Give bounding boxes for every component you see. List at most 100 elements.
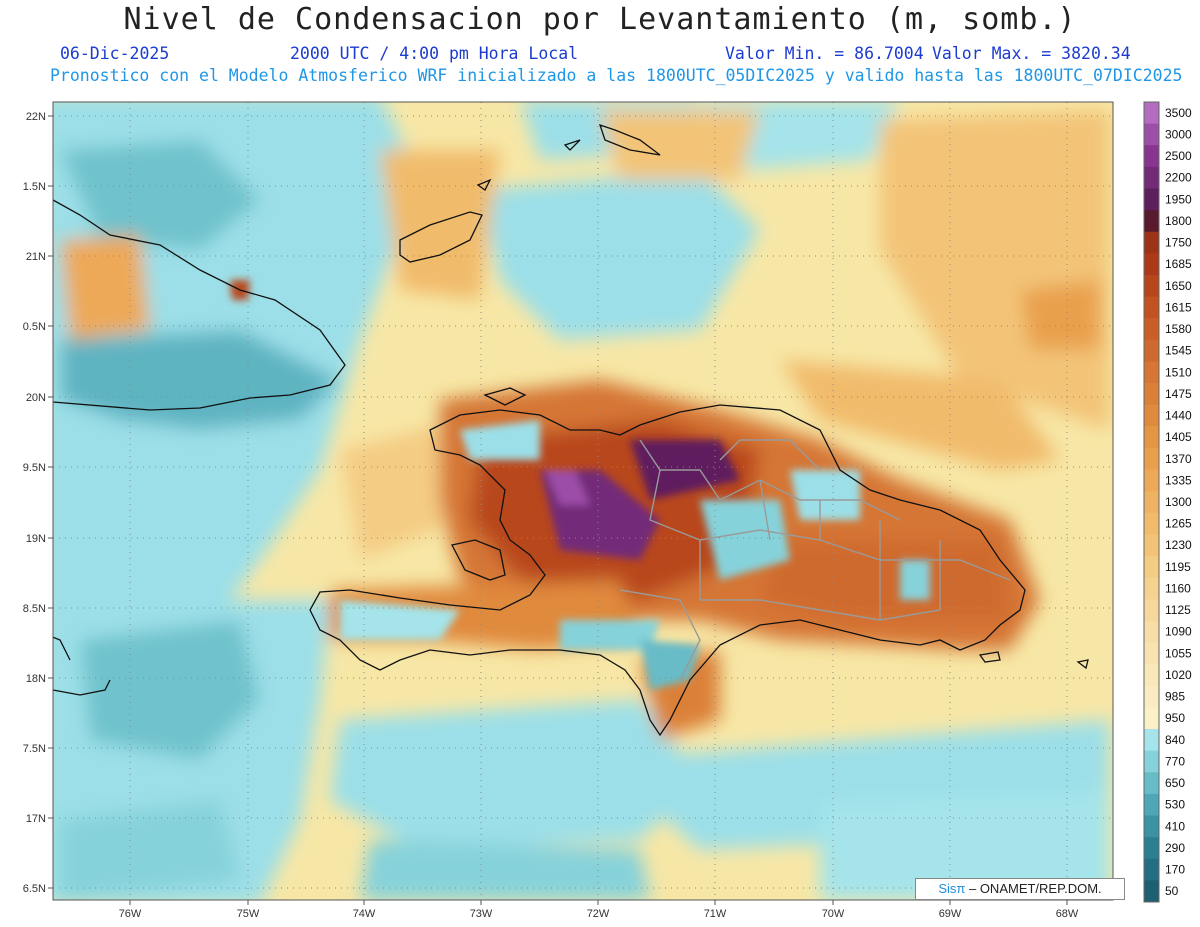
coastlines	[53, 123, 1089, 737]
colorbar-swatch	[1144, 188, 1159, 211]
forecast-time: 2000 UTC / 4:00 pm Hora Local	[290, 44, 579, 63]
colorbar-label: 1090	[1165, 625, 1192, 639]
colorbar-label: 1230	[1165, 538, 1192, 552]
colorbar-label: 2200	[1165, 171, 1192, 185]
colorbar-swatch	[1144, 383, 1159, 406]
colorbar-label: 1615	[1165, 300, 1192, 314]
lat-label: 21N	[26, 251, 46, 263]
colorbar-swatch	[1144, 318, 1159, 341]
colorbar-label: 3500	[1165, 106, 1192, 120]
colorbar-swatch	[1144, 858, 1159, 881]
colorbar-label: 50	[1165, 884, 1179, 898]
colorbar-swatch	[1144, 404, 1159, 427]
colorbar-label: 1440	[1165, 409, 1192, 423]
colorbar-swatch	[1144, 512, 1159, 535]
colorbar-label: 1370	[1165, 452, 1192, 466]
colorbar-label: 1300	[1165, 495, 1192, 509]
lat-label: 0.5N	[23, 321, 46, 333]
colorbar-swatch	[1144, 793, 1159, 817]
colorbar-label: 1650	[1165, 279, 1192, 293]
credit-brand: Sisπ	[938, 881, 966, 896]
lon-label: 71W	[704, 908, 727, 920]
colorbar-label: 1475	[1165, 387, 1192, 401]
colorbar-swatch	[1144, 599, 1159, 622]
colorbar-swatch	[1144, 534, 1159, 557]
lon-label: 76W	[119, 908, 142, 920]
lat-label: 17N	[26, 813, 46, 825]
colorbar-swatch	[1144, 102, 1159, 125]
colorbar-label: 1685	[1165, 257, 1192, 271]
colorbar-label: 770	[1165, 754, 1185, 768]
colorbar-label: 1405	[1165, 430, 1192, 444]
colorbar-swatch	[1144, 685, 1159, 708]
colorbar-swatch	[1144, 210, 1159, 233]
min-value: Valor Min. = 86.7004	[725, 44, 924, 63]
lon-label: 73W	[470, 908, 493, 920]
colorbar-swatch	[1144, 253, 1159, 276]
colorbar-swatch	[1144, 707, 1159, 730]
colorbar-swatch	[1144, 837, 1159, 860]
lat-label: 19N	[26, 533, 46, 545]
colorbar-label: 1265	[1165, 517, 1192, 531]
colorbar-label: 1545	[1165, 344, 1192, 358]
colorbar-swatch	[1144, 815, 1159, 838]
colorbar-swatch	[1144, 274, 1159, 298]
colorbar-swatch	[1144, 231, 1159, 254]
colorbar-label: 170	[1165, 863, 1185, 877]
colorbar-label: 1335	[1165, 473, 1192, 487]
colorbar-swatch	[1144, 166, 1159, 189]
colorbar-label: 2500	[1165, 149, 1192, 163]
lat-label: 1.5N	[23, 181, 46, 193]
colorbar-swatch	[1144, 339, 1159, 362]
colorbar-label: 1055	[1165, 646, 1192, 660]
map-title: Nivel de Condensacion por Levantamiento …	[123, 2, 1077, 37]
colorbar-label: 530	[1165, 798, 1185, 812]
credit-box: Sisπ – ONAMET/REP.DOM.	[915, 878, 1125, 900]
axis-ticks	[48, 115, 1068, 905]
colorbar-swatch	[1144, 772, 1159, 795]
colorbar: 3500 3000 2500 2200 1950 1800 1750 1685 1650 1615…	[1143, 101, 1192, 903]
model-info: Pronostico con el Modelo Atmosferico WRF…	[50, 66, 1183, 85]
lon-label: 69W	[939, 908, 962, 920]
lat-label: 20N	[26, 392, 46, 404]
colorbar-label: 1580	[1165, 322, 1192, 336]
lat-label: 9.5N	[23, 462, 46, 474]
colorbar-label: 1800	[1165, 214, 1192, 228]
lat-label: 7.5N	[23, 743, 46, 755]
colorbar-label: 290	[1165, 841, 1185, 855]
colorbar-swatch	[1144, 491, 1159, 514]
colorbar-label: 1950	[1165, 192, 1192, 206]
lat-label: 18N	[26, 673, 46, 685]
colorbar-swatch	[1144, 469, 1159, 492]
colorbar-label: 985	[1165, 690, 1185, 704]
colorbar-label: 1125	[1165, 603, 1191, 617]
colorbar-frame	[1143, 101, 1160, 903]
forecast-date: 06-Dic-2025	[60, 44, 170, 63]
colorbar-swatch	[1144, 123, 1159, 146]
colorbar-label: 1510	[1165, 365, 1192, 379]
max-value: Valor Max. = 3820.34	[932, 44, 1131, 63]
colorbar-swatch	[1144, 664, 1159, 687]
colorbar-swatch	[1144, 750, 1159, 773]
colorbar-swatch	[1144, 620, 1159, 644]
credit-text: – ONAMET/REP.DOM.	[965, 881, 1102, 896]
colorbar-swatch	[1144, 426, 1159, 449]
map-frame	[52, 101, 1114, 901]
colorbar-label: 650	[1165, 776, 1185, 790]
lon-label: 68W	[1056, 908, 1079, 920]
province-borders	[619, 439, 1011, 681]
lon-label: 75W	[237, 908, 260, 920]
lon-label: 74W	[353, 908, 376, 920]
graticule	[53, 102, 1113, 900]
colorbar-label: 840	[1165, 733, 1185, 747]
colorbar-swatch	[1144, 880, 1159, 903]
colorbar-label: 1160	[1165, 581, 1191, 595]
colorbar-swatch	[1144, 556, 1159, 579]
lat-label: 6.5N	[23, 883, 46, 895]
colorbar-swatch	[1144, 642, 1159, 665]
lat-label: 22N	[26, 111, 46, 123]
colorbar-swatch	[1144, 361, 1159, 384]
colorbar-swatch	[1144, 296, 1159, 319]
lat-label: 8.5N	[23, 603, 46, 615]
